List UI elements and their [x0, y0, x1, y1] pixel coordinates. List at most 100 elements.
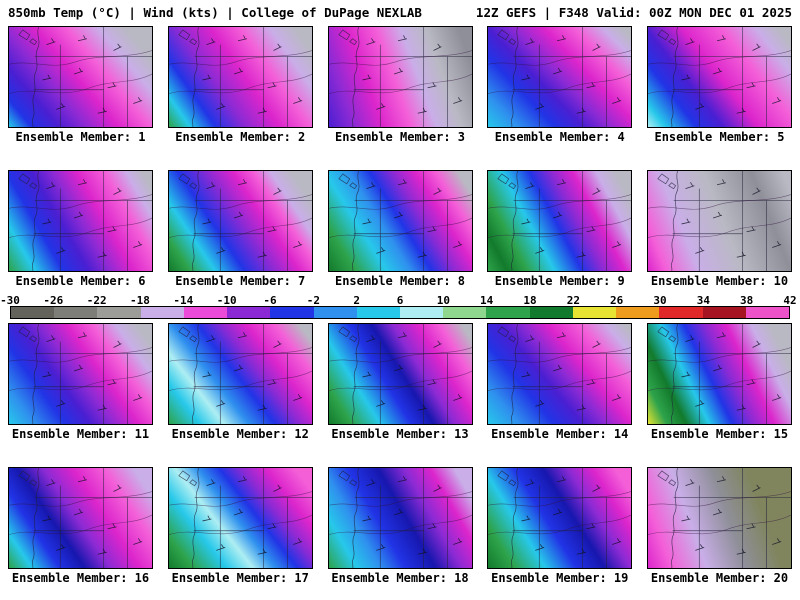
ensemble-row-1: Ensemble Member: 1 Ensemble Member: 2 En	[0, 26, 800, 144]
map-geography-overlay	[168, 27, 312, 127]
state-borders-path	[353, 324, 472, 424]
map-geography-overlay	[488, 171, 632, 271]
islands-path	[497, 173, 517, 190]
islands-path	[18, 29, 38, 46]
forecast-map	[8, 467, 153, 569]
islands-path	[18, 470, 38, 487]
islands-path	[337, 326, 357, 343]
ensemble-member-panel: Ensemble Member: 10	[647, 170, 792, 288]
map-geography-overlay	[328, 468, 472, 568]
state-borders-path	[512, 171, 632, 271]
ensemble-member-panel: Ensemble Member: 7	[167, 170, 313, 288]
colorbar-tick: 6	[396, 294, 404, 307]
wind-barbs-path	[42, 332, 143, 411]
forecast-map	[8, 26, 153, 128]
ensemble-member-label: Ensemble Member: 15	[650, 427, 789, 441]
forecast-map	[167, 467, 313, 569]
ensemble-member-panel: Ensemble Member: 2	[167, 26, 313, 144]
ensemble-member-label: Ensemble Member: 13	[331, 427, 469, 441]
ensemble-member-panel: Ensemble Member: 15	[647, 323, 792, 441]
ensemble-member-label: Ensemble Member: 6	[15, 274, 146, 288]
ensemble-member-panel: Ensemble Member: 20	[647, 467, 792, 585]
coastline-path	[351, 171, 359, 271]
colorbar-tick: 30	[653, 294, 667, 307]
forecast-map	[327, 170, 473, 272]
height-contours-path	[168, 194, 312, 238]
forecast-map	[167, 170, 313, 272]
ensemble-member-label: Ensemble Member: 7	[175, 274, 306, 288]
colorbar-tick: 38	[740, 294, 754, 307]
map-geography-overlay	[488, 324, 632, 424]
ensemble-member-panel: Ensemble Member: 6	[8, 170, 153, 288]
height-contours-path	[9, 347, 152, 391]
coastline-path	[191, 27, 200, 127]
temperature-colorbar: -30 -26 -22 -18 -14 -10 -6 -2 2 6 10 14 18 22 26 30 34 38…	[0, 294, 800, 319]
islands-path	[337, 29, 357, 46]
wind-barbs-path	[202, 179, 303, 258]
forecast-map	[647, 467, 792, 569]
ensemble-member-panel: Ensemble Member: 3	[327, 26, 473, 144]
height-contours-path	[488, 491, 632, 535]
forecast-map	[167, 26, 313, 128]
forecast-map	[647, 323, 792, 425]
wind-barbs-path	[681, 179, 782, 258]
wind-barbs-path	[521, 179, 622, 258]
run-valid-info: 12Z GEFS | F348 Valid: 00Z MON DEC 01 20…	[475, 5, 792, 20]
colorbar-segment	[702, 307, 746, 318]
height-contours-path	[648, 194, 791, 238]
islands-path	[337, 173, 357, 190]
wind-barbs-path	[681, 35, 782, 114]
colorbar-segment	[140, 307, 184, 318]
colorbar-tick: -14	[173, 294, 194, 307]
map-geography-overlay	[488, 468, 632, 568]
ensemble-member-label: Ensemble Member: 3	[334, 130, 466, 144]
state-borders-path	[512, 468, 632, 568]
ensemble-member-label: Ensemble Member: 10	[650, 274, 789, 288]
islands-path	[18, 173, 38, 190]
wind-barbs-path	[361, 332, 462, 411]
islands-path	[497, 29, 517, 46]
state-borders-path	[672, 27, 791, 127]
ensemble-row-2: Ensemble Member: 6 Ensemble Member: 7 En	[0, 170, 800, 288]
map-geography-overlay	[488, 27, 632, 127]
state-borders-path	[33, 468, 152, 568]
colorbar-tick: 22	[566, 294, 580, 307]
colorbar-tick: 14	[480, 294, 494, 307]
ensemble-member-label: Ensemble Member: 11	[11, 427, 150, 441]
forecast-map	[487, 467, 633, 569]
coastline-path	[671, 324, 679, 424]
ensemble-member-label: Ensemble Member: 16	[11, 571, 150, 585]
colorbar-tick: 42	[783, 294, 797, 307]
colorbar-segment	[270, 307, 314, 318]
height-contours-path	[168, 491, 312, 535]
state-borders-path	[33, 324, 152, 424]
wind-barbs-path	[202, 332, 303, 411]
colorbar-segment	[443, 307, 487, 318]
colorbar-segment	[399, 307, 444, 318]
ensemble-member-panel: Ensemble Member: 18	[327, 467, 473, 585]
islands-path	[657, 470, 677, 487]
ensemble-member-panel: Ensemble Member: 16	[8, 467, 153, 585]
map-geography-overlay	[328, 171, 472, 271]
height-contours-path	[648, 491, 791, 535]
wind-barbs-path	[42, 476, 143, 555]
ensemble-member-label: Ensemble Member: 9	[494, 274, 625, 288]
ensemble-member-panel: Ensemble Member: 1	[8, 26, 153, 144]
coastline-path	[671, 27, 679, 127]
ensemble-row-3: Ensemble Member: 11 Ensemble Member: 12	[0, 323, 800, 441]
coastline-path	[32, 27, 40, 127]
forecast-map	[167, 323, 313, 425]
state-borders-path	[672, 324, 791, 424]
header-bar: 850mb Temp (°C) | Wind (kts) | College o…	[0, 0, 800, 20]
state-borders-path	[33, 27, 152, 127]
islands-path	[657, 29, 677, 46]
ensemble-member-panel: Ensemble Member: 5	[647, 26, 792, 144]
wind-barbs-path	[521, 332, 622, 411]
coastline-path	[671, 171, 679, 271]
forecast-map	[647, 26, 792, 128]
ensemble-member-panel: Ensemble Member: 14	[487, 323, 633, 441]
state-borders-path	[512, 27, 632, 127]
coastline-path	[511, 468, 519, 568]
height-contours-path	[328, 50, 472, 94]
map-geography-overlay	[9, 324, 152, 424]
